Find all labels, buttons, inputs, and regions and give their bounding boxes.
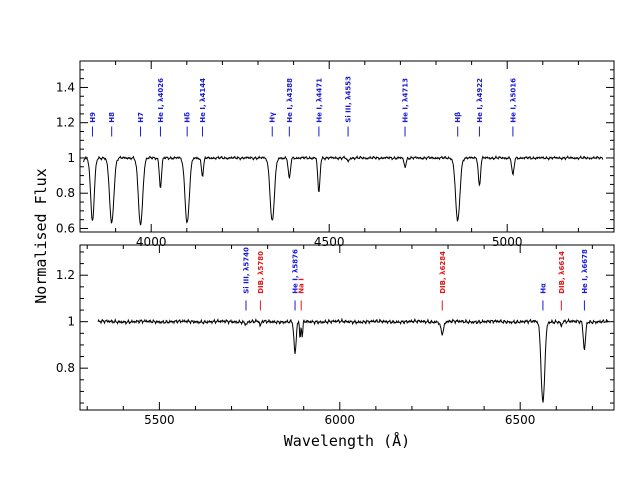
line-label: He I, λ6678 (581, 249, 589, 294)
x-axis-title: Wavelength (Å) (284, 431, 410, 450)
line-label: H9 (89, 112, 97, 123)
y-tick-label: 1.2 (56, 268, 75, 282)
line-label: Na I (298, 278, 306, 294)
line-label: DIB, λ5780 (257, 251, 265, 294)
y-tick-label: 0.6 (56, 221, 75, 235)
line-label: He I, λ4144 (199, 78, 207, 123)
line-label: He I, λ4713 (402, 78, 410, 123)
line-label: Hα (539, 283, 547, 294)
line-label: Si III, λ4553 (345, 76, 353, 123)
line-label: He I, λ4471 (315, 78, 323, 123)
line-label: He I, λ5016 (509, 78, 517, 123)
y-tick-label: 1 (67, 151, 75, 165)
y-tick-label: 1 (67, 315, 75, 329)
x-tick-label: 6000 (325, 413, 356, 427)
line-label: He I, λ4388 (286, 78, 294, 123)
line-label: He I, λ4922 (476, 78, 484, 123)
panel-bottom-ticks: 5500 6000 6500 0.8 1 1.2 (56, 245, 614, 427)
x-tick-label: 4000 (136, 235, 167, 249)
line-label: He I, λ5876 (292, 249, 300, 294)
line-label: DIB, λ6284 (439, 251, 447, 294)
panel-bottom-spectrum (97, 317, 609, 403)
y-axis-title: Normalised Flux (32, 168, 50, 303)
x-tick-label: 5500 (144, 413, 175, 427)
line-label: He I, λ4026 (157, 78, 165, 123)
y-tick-label: 1.2 (56, 116, 75, 130)
line-label: Si III, λ5740 (242, 247, 250, 294)
panel-top-line-markers: H9 H8 H7 He I, λ4026 Hδ He I, λ4144 Hγ He I, λ4… (89, 76, 517, 137)
y-tick-label: 0.8 (56, 186, 75, 200)
line-label: Hγ (269, 112, 277, 123)
panel-top-frame (79, 60, 615, 233)
panel-bottom-frame (79, 244, 615, 411)
y-tick-label: 0.8 (56, 361, 75, 375)
line-label: H8 (108, 112, 116, 123)
line-label: H7 (137, 112, 145, 123)
line-label: Hβ (454, 112, 462, 123)
x-tick-label: 5000 (492, 235, 523, 249)
line-label: DIB, λ6614 (558, 251, 566, 294)
line-label: Hδ (184, 112, 192, 123)
y-tick-label: 1.4 (56, 80, 75, 94)
x-tick-label: 6500 (505, 413, 536, 427)
panel-top-spectrum (83, 155, 604, 226)
panel-bottom: 5500 6000 6500 0.8 1 1.2 Si III, λ5740 DIB, λ5… (56, 244, 615, 427)
